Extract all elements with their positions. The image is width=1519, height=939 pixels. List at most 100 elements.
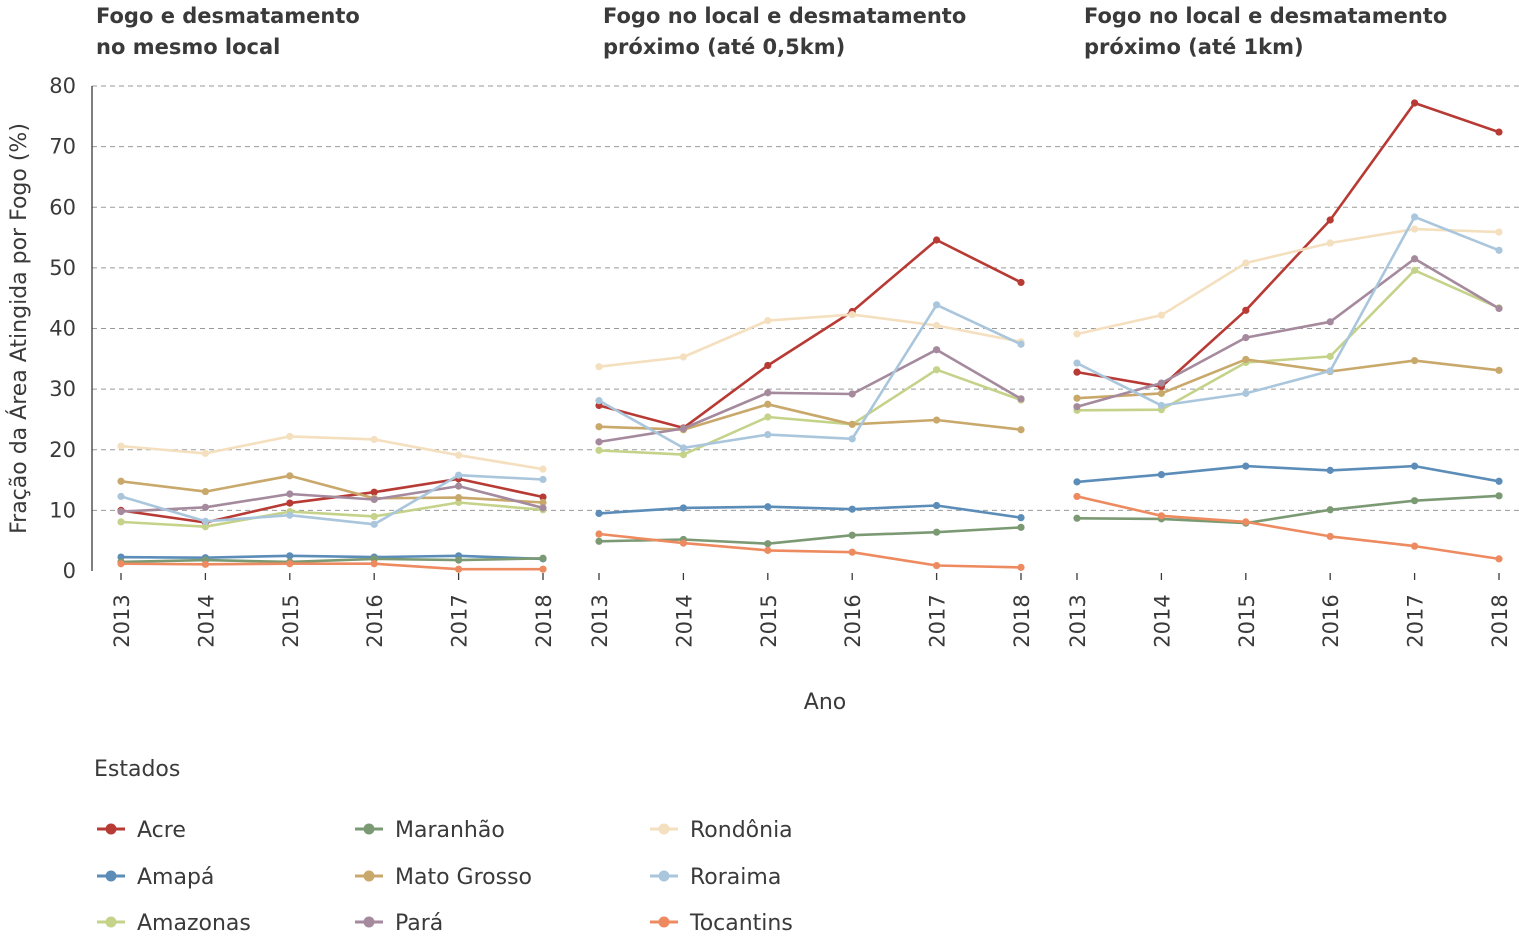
data-point (764, 361, 772, 370)
panel-title: Fogo no local e desmatamento (603, 4, 966, 28)
data-point (1495, 492, 1503, 500)
data-point (201, 523, 209, 531)
data-point (1495, 366, 1503, 374)
data-point (1017, 395, 1025, 403)
data-point (1157, 389, 1165, 397)
data-point (595, 438, 603, 446)
data-point (1411, 266, 1419, 274)
data-point (1017, 563, 1025, 571)
data-point (286, 432, 294, 441)
data-point (1073, 514, 1081, 522)
data-point (1411, 225, 1419, 233)
data-point (117, 477, 125, 485)
data-point (595, 530, 603, 538)
data-point (1326, 352, 1334, 360)
data-point (1242, 462, 1250, 470)
x-tick-label: 2017 (1404, 594, 1428, 647)
x-axis-label: Ano (804, 690, 846, 715)
data-point (1242, 259, 1250, 267)
series-line-rondônia (598, 313, 1022, 368)
x-tick-label: 2014 (672, 594, 696, 647)
series-line-roraima (598, 303, 1022, 450)
data-point (1326, 532, 1334, 541)
data-point (1242, 355, 1250, 364)
data-point (1242, 306, 1250, 314)
data-point (1495, 477, 1503, 485)
data-point (117, 492, 125, 501)
data-point (455, 471, 463, 479)
legend-swatch-dot (363, 916, 375, 928)
series-line-amapá (120, 554, 544, 561)
legend-label: Amazonas (137, 911, 251, 936)
data-point (1411, 462, 1419, 470)
data-point (595, 397, 603, 405)
data-point (286, 560, 294, 568)
legend-label: Amapá (137, 865, 214, 890)
x-tick-label: 2016 (363, 594, 387, 647)
data-point (455, 494, 463, 502)
data-point (455, 565, 463, 573)
x-tick-label: 2015 (757, 594, 781, 647)
data-point (1073, 492, 1081, 501)
data-point (370, 435, 378, 444)
data-point (1411, 497, 1419, 505)
legend-label: Pará (395, 911, 443, 936)
y-tick-label: 20 (49, 438, 76, 462)
data-point (201, 503, 209, 511)
data-point (1157, 512, 1165, 520)
data-point (1411, 213, 1419, 221)
series-line-tocantins (1076, 495, 1500, 561)
data-point (539, 475, 547, 484)
data-point (595, 537, 603, 545)
data-point (539, 565, 547, 573)
data-point (1017, 340, 1025, 348)
legend-label: Tocantins (689, 911, 793, 936)
data-point (455, 556, 463, 564)
x-tick-label: 2014 (1150, 594, 1174, 647)
y-tick-label: 80 (49, 74, 76, 98)
legend-swatch-dot (658, 916, 670, 928)
data-point (1242, 389, 1250, 397)
panel-title: próximo (até 0,5km) (603, 35, 845, 59)
data-point (286, 490, 294, 498)
data-point (933, 561, 941, 570)
series-line-acre (1076, 101, 1500, 389)
series-line-mato-grosso (598, 402, 1022, 432)
legend-label: Rondônia (690, 818, 793, 843)
data-point (1157, 401, 1165, 410)
series-line-amazonas (598, 368, 1022, 456)
data-point (764, 540, 772, 548)
data-point (848, 390, 856, 398)
series-line-amapá (598, 504, 1022, 519)
x-tick-label: 2017 (926, 594, 950, 647)
data-point (455, 482, 463, 490)
x-tick-label: 2015 (279, 594, 303, 647)
x-tick-label: 2016 (841, 594, 865, 647)
x-tick-label: 2018 (1488, 594, 1512, 647)
series-line-maranhão (598, 526, 1022, 546)
data-point (1326, 239, 1334, 247)
data-point (679, 424, 688, 433)
data-point (1073, 403, 1081, 411)
data-point (370, 560, 378, 568)
series-line-roraima (120, 473, 544, 526)
data-point (1242, 333, 1250, 342)
data-point (595, 363, 603, 371)
x-tick-label: 2018 (532, 594, 556, 647)
panel-title: próximo (até 1km) (1084, 35, 1304, 59)
data-point (539, 465, 547, 473)
data-point (117, 560, 125, 568)
data-point (764, 430, 772, 439)
y-tick-label: 60 (49, 195, 76, 219)
legend-swatch-dot (105, 870, 117, 882)
data-point (1017, 426, 1025, 434)
data-point (286, 499, 294, 507)
data-point (933, 346, 941, 354)
data-point (848, 531, 856, 539)
data-point (1411, 255, 1419, 263)
data-point (933, 528, 941, 536)
series-line-tocantins (598, 532, 1022, 569)
y-tick-label: 70 (49, 135, 76, 159)
x-tick-label: 2014 (194, 594, 218, 647)
data-point (848, 435, 856, 443)
